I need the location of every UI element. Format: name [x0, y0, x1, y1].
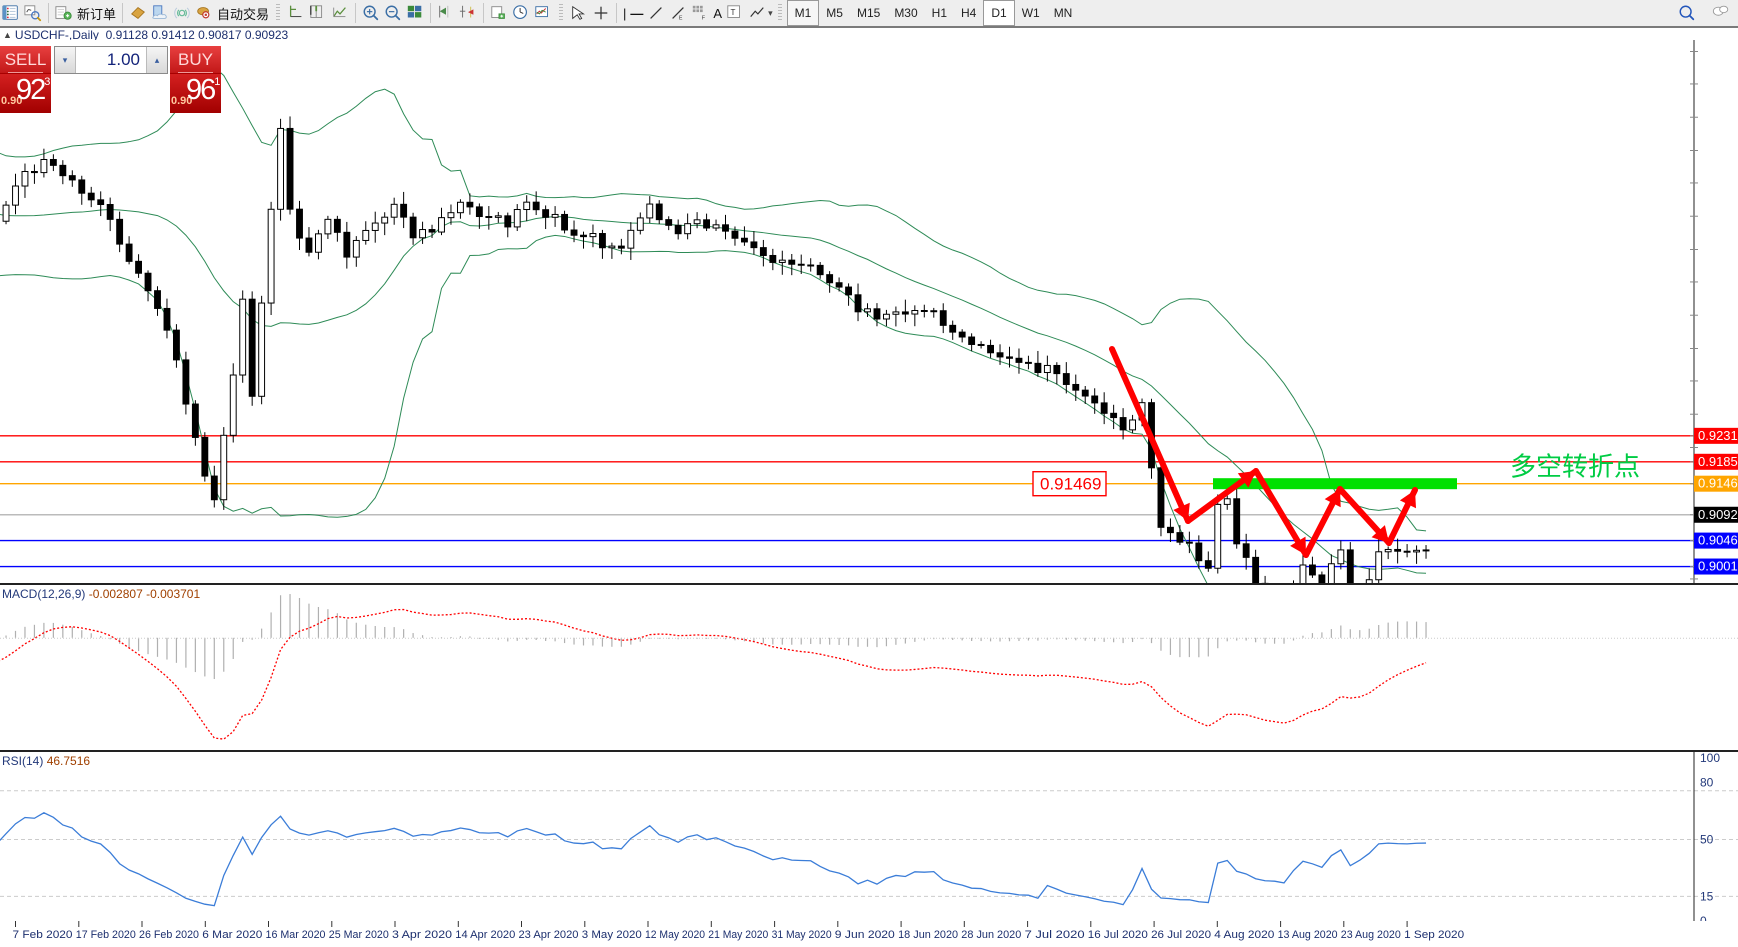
svg-text:0.91469: 0.91469 [1040, 475, 1101, 494]
svg-text:28 Jun 2020: 28 Jun 2020 [961, 929, 1021, 941]
svg-text:14 Apr 2020: 14 Apr 2020 [455, 929, 515, 941]
svg-text:0: 0 [1700, 914, 1707, 921]
svg-text:21 May 2020: 21 May 2020 [708, 929, 768, 941]
svg-text:100: 100 [1700, 752, 1720, 765]
svg-text:1 Sep 2020: 1 Sep 2020 [1404, 929, 1464, 941]
svg-text:0.91854: 0.91854 [1698, 454, 1738, 469]
svg-text:多空转折点: 多空转折点 [1510, 452, 1640, 482]
svg-text:F: F [702, 15, 706, 21]
svg-text:16 Jul 2020: 16 Jul 2020 [1088, 929, 1148, 941]
svg-text:3 Apr 2020: 3 Apr 2020 [392, 929, 452, 941]
svg-text:16 Mar 2020: 16 Mar 2020 [266, 929, 326, 941]
svg-text:23 Aug 2020: 23 Aug 2020 [1341, 929, 1401, 941]
svg-text:25 Mar 2020: 25 Mar 2020 [329, 929, 389, 941]
svg-text:17 Feb 2020: 17 Feb 2020 [76, 929, 136, 941]
svg-text:7 Feb 2020: 7 Feb 2020 [13, 929, 73, 941]
svg-text:23 Apr 2020: 23 Apr 2020 [519, 929, 579, 941]
svg-text:7 Jul 2020: 7 Jul 2020 [1025, 929, 1085, 941]
svg-text:26 Feb 2020: 26 Feb 2020 [139, 929, 199, 941]
svg-text:18 Jun 2020: 18 Jun 2020 [898, 929, 958, 941]
svg-text:3 May 2020: 3 May 2020 [582, 929, 642, 941]
svg-text:31 May 2020: 31 May 2020 [772, 929, 832, 941]
svg-text:0.90923: 0.90923 [1698, 507, 1738, 522]
svg-text:12 May 2020: 12 May 2020 [645, 929, 705, 941]
svg-text:0.91469: 0.91469 [1698, 476, 1738, 491]
svg-text:9 Jun 2020: 9 Jun 2020 [835, 929, 895, 941]
svg-text:26 Jul 2020: 26 Jul 2020 [1151, 929, 1211, 941]
svg-text:0.90469: 0.90469 [1698, 533, 1738, 548]
svg-text:6 Mar 2020: 6 Mar 2020 [202, 929, 262, 941]
svg-text:80: 80 [1700, 776, 1714, 790]
svg-text:4 Aug 2020: 4 Aug 2020 [1214, 929, 1274, 941]
svg-text:0.90013: 0.90013 [1698, 559, 1738, 574]
svg-text:50: 50 [1700, 833, 1714, 847]
svg-text:T: T [731, 8, 736, 17]
svg-text:E: E [679, 15, 683, 21]
svg-text:13 Aug 2020: 13 Aug 2020 [1278, 929, 1338, 941]
svg-text:15: 15 [1700, 889, 1714, 903]
